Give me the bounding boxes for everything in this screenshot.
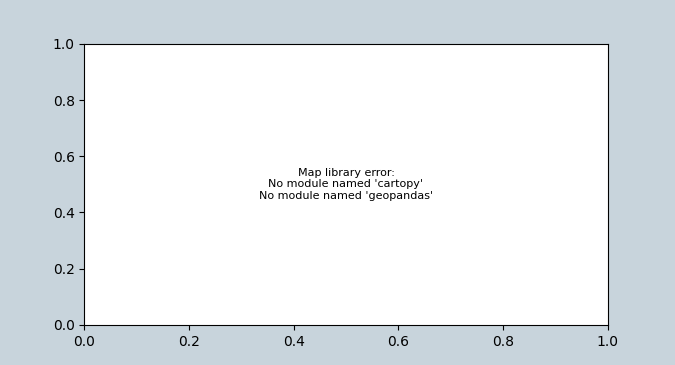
Text: Map library error:
No module named 'cartopy'
No module named 'geopandas': Map library error: No module named 'cart…: [259, 168, 433, 201]
